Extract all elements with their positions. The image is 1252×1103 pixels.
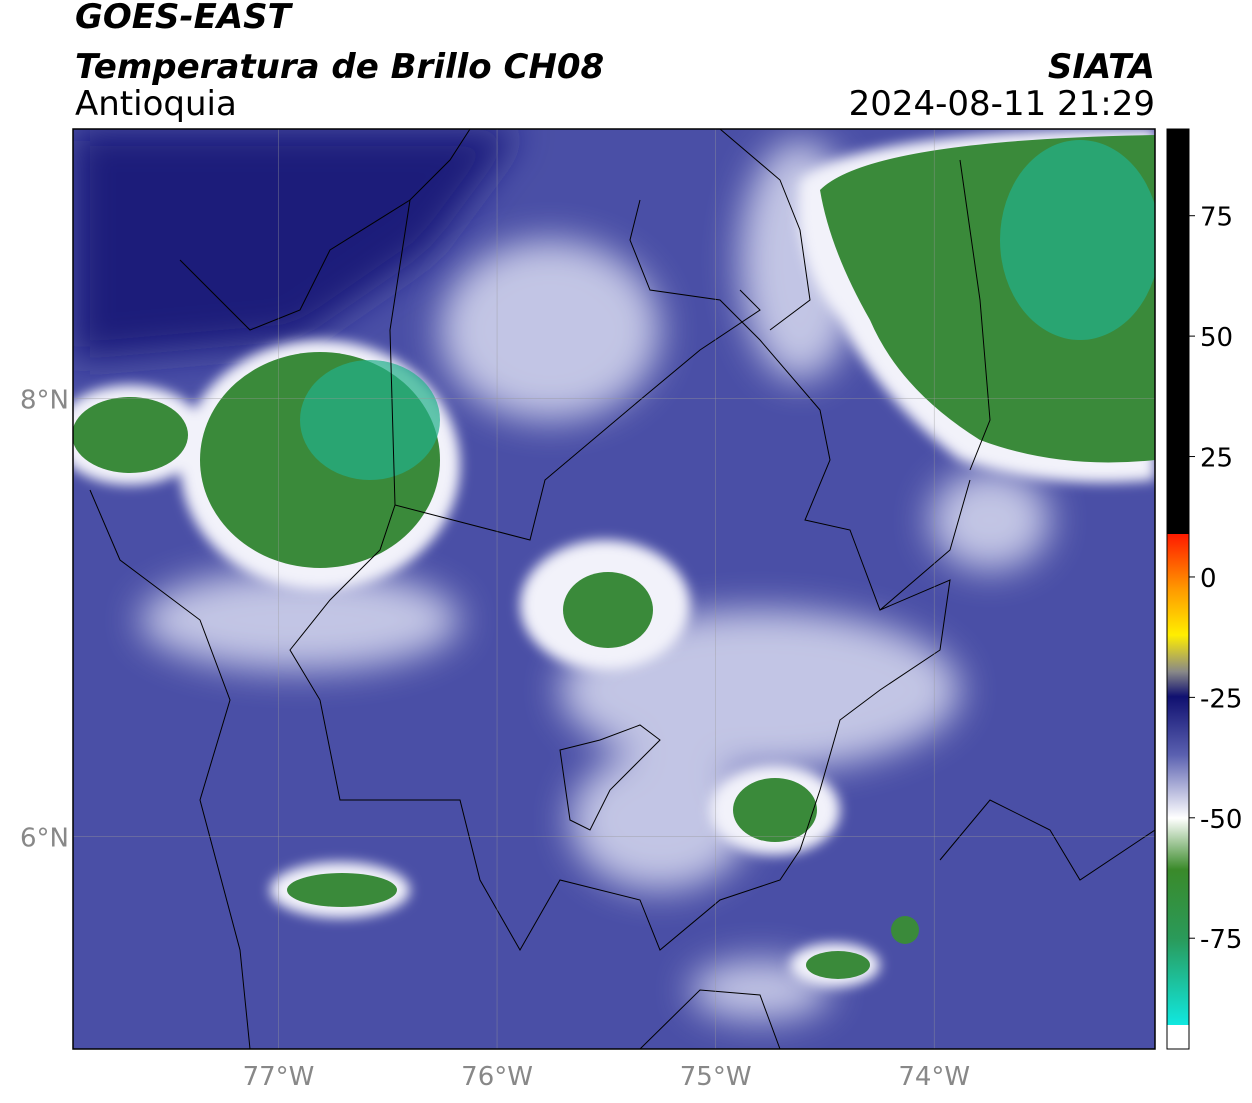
region: Antioquia <box>75 84 237 124</box>
lon-tick-label: 74°W <box>898 1062 970 1092</box>
datetime: 2024-08-11 21:29 <box>849 84 1155 124</box>
lon-tick-label: 75°W <box>680 1062 752 1092</box>
lat-tick-label: 6°N <box>20 824 69 854</box>
borders <box>89 129 1155 1049</box>
colorbar <box>1166 128 1190 1050</box>
colorbar-tick-label: 50 <box>1200 323 1233 353</box>
colorbar-tick-label: 0 <box>1200 564 1217 594</box>
lon-tick-label: 76°W <box>461 1062 533 1092</box>
map-frame <box>72 128 1156 1050</box>
colorbar-tick-label: -50 <box>1200 805 1242 835</box>
lat-tick-label: 8°N <box>20 385 69 415</box>
colorbar-tick-label: -75 <box>1200 925 1242 955</box>
title: GOES-EAST <box>75 0 294 37</box>
colorbar-tick-label: -25 <box>1200 684 1242 714</box>
lon-tick-label: 77°W <box>243 1062 315 1092</box>
map-imagery <box>73 129 1155 1049</box>
colorbar-tick-label: 25 <box>1200 444 1233 474</box>
subtitle: Temperatura de Brillo CH08 <box>75 47 604 87</box>
source: SIATA <box>1048 47 1155 87</box>
colorbar-tick-label: 75 <box>1200 203 1233 233</box>
